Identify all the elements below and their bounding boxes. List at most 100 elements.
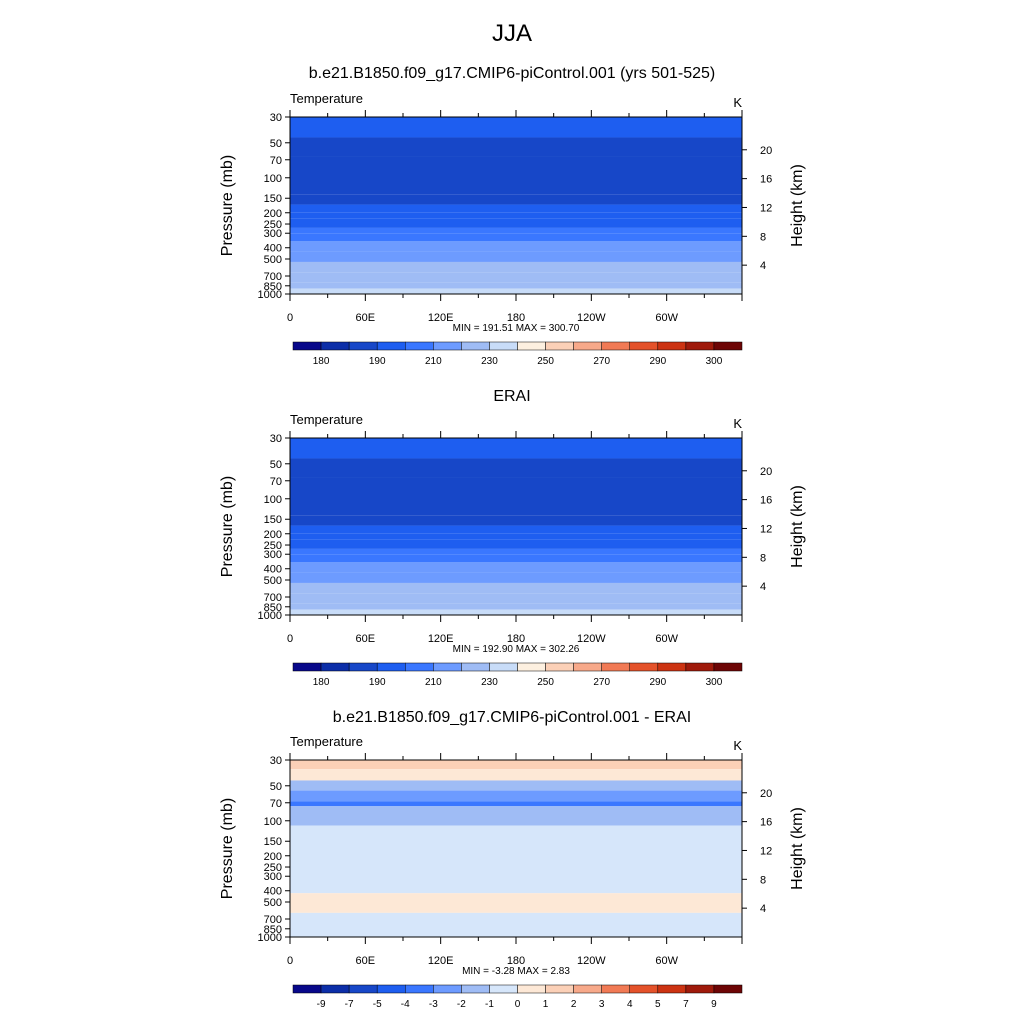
contour-band [290, 156, 742, 195]
lon-tick-label: 120E [428, 312, 454, 324]
contour-band [290, 241, 742, 252]
contour-band [290, 288, 742, 294]
lon-tick-label: 120W [577, 633, 606, 645]
contour-band [290, 194, 742, 205]
pressure-tick-label: 700 [264, 592, 282, 604]
pressure-tick-label: 50 [270, 781, 282, 793]
pressure-tick-label: 150 [264, 193, 282, 205]
contour-band [290, 525, 742, 534]
lon-tick-label: 120E [428, 955, 454, 967]
pressure-tick-label: 1000 [258, 610, 282, 622]
colorbar-label: 250 [537, 677, 554, 688]
contour-band [290, 554, 742, 563]
lon-tick-label: 180 [507, 633, 525, 645]
contour-band [290, 137, 742, 157]
colorbar-label: -3 [429, 999, 438, 1010]
pressure-tick-label: 150 [264, 836, 282, 848]
pressure-tick-label: 700 [264, 914, 282, 926]
contour-band [290, 204, 742, 213]
pressure-tick-label: 400 [264, 886, 282, 898]
lon-tick-label: 60W [655, 633, 678, 645]
colorbar-swatch [657, 662, 687, 672]
height-tick-label: 16 [760, 174, 772, 186]
pressure-tick-label: 850 [264, 281, 282, 293]
colorbar-swatch [376, 984, 406, 994]
colorbar-swatch [517, 984, 546, 994]
pressure-tick-label: 250 [264, 540, 282, 552]
panel-variable-label: Temperature [290, 412, 363, 427]
height-tick-label: 8 [760, 874, 766, 886]
pressure-tick-label: 300 [264, 228, 282, 240]
colorbar-swatch [713, 341, 743, 351]
colorbar-label: -9 [317, 999, 326, 1010]
pressure-tick-label: 100 [264, 173, 282, 185]
contour-band [290, 533, 742, 540]
contour-band [290, 272, 742, 283]
panel-title-1: b.e21.B1850.f09_g17.CMIP6-piControl.001 … [309, 65, 715, 82]
colorbar-swatch [573, 984, 602, 994]
contour-band [290, 251, 742, 262]
contour-band [290, 806, 742, 826]
colorbar-swatch [545, 662, 574, 672]
lon-tick-label: 60E [356, 312, 376, 324]
pressure-tick-label: 500 [264, 254, 282, 266]
colorbar-label: 180 [313, 356, 330, 367]
lon-tick-label: 120W [577, 955, 606, 967]
colorbar-label: 190 [369, 677, 386, 688]
colorbar-swatch [489, 984, 518, 994]
colorbar-swatch [713, 984, 743, 994]
colorbar-label: -5 [373, 999, 382, 1010]
height-tick-label: 4 [760, 581, 766, 593]
colorbar-swatch [348, 662, 378, 672]
colorbar-swatch [348, 341, 378, 351]
colorbar-label: 190 [369, 356, 386, 367]
lon-tick-label: 120W [577, 312, 606, 324]
colorbar-swatch [292, 341, 322, 351]
pressure-tick-label: 300 [264, 549, 282, 561]
y-axis-label-left: Pressure (mb) [219, 155, 236, 256]
colorbar-swatch [629, 984, 659, 994]
pressure-tick-label: 50 [270, 459, 282, 471]
lon-tick-label: 120E [428, 633, 454, 645]
panel-units-label: K [733, 95, 742, 110]
colorbar-swatch [320, 984, 350, 994]
contour-band [290, 282, 742, 289]
pressure-tick-label: 300 [264, 871, 282, 883]
colorbar-label: -1 [485, 999, 494, 1010]
lon-tick-label: 0 [287, 955, 293, 967]
lon-tick-label: 180 [507, 955, 525, 967]
colorbar-swatch [545, 341, 574, 351]
contour-band [290, 769, 742, 781]
pressure-tick-label: 100 [264, 816, 282, 828]
colorbar-label: -7 [345, 999, 354, 1010]
colorbar-swatch [573, 662, 602, 672]
lon-tick-label: 60E [356, 633, 376, 645]
colorbar-swatch [405, 984, 434, 994]
pressure-tick-label: 500 [264, 897, 282, 909]
colorbar-label: 4 [627, 999, 633, 1010]
colorbar-swatch [461, 341, 490, 351]
lon-tick-label: 60W [655, 312, 678, 324]
colorbar-label: 2 [571, 999, 577, 1010]
contour-band [290, 458, 742, 478]
pressure-tick-label: 70 [270, 155, 282, 167]
pressure-tick-label: 400 [264, 243, 282, 255]
contour-band [290, 548, 742, 555]
height-tick-label: 20 [760, 466, 772, 478]
pressure-tick-label: 250 [264, 219, 282, 231]
colorbar-swatch [489, 341, 518, 351]
lon-tick-label: 0 [287, 312, 293, 324]
colorbar-swatch [405, 341, 434, 351]
colorbar-label: 250 [537, 356, 554, 367]
contour-band [290, 227, 742, 234]
pressure-tick-label: 70 [270, 476, 282, 488]
pressure-tick-label: 700 [264, 271, 282, 283]
panel-variable-label: Temperature [290, 734, 363, 749]
lon-tick-label: 60W [655, 955, 678, 967]
pressure-tick-label: 200 [264, 208, 282, 220]
colorbar-swatch [433, 662, 462, 672]
colorbar-label: -4 [401, 999, 410, 1010]
contour-band [290, 780, 742, 791]
colorbar-label: -2 [457, 999, 466, 1010]
